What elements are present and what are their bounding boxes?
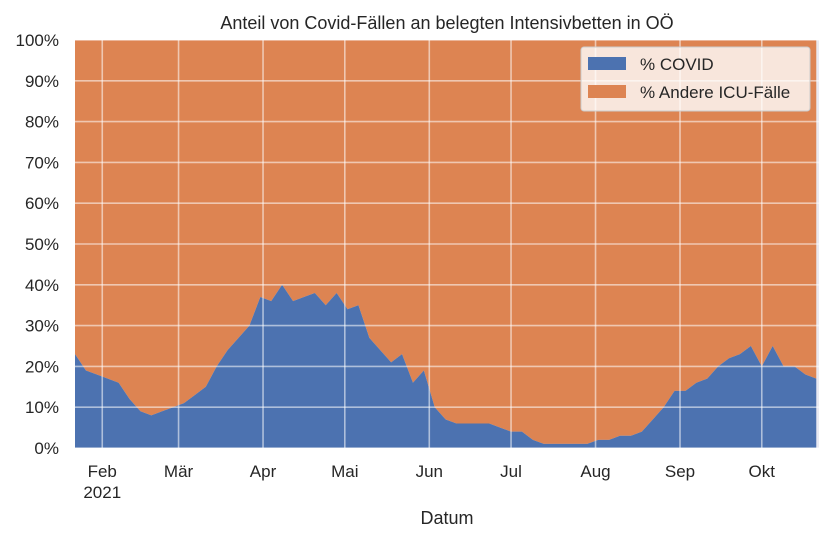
legend-swatch-other [588,85,626,98]
y-tick-label: 0% [34,439,59,458]
legend-label-other: % Andere ICU-Fälle [640,83,790,102]
y-tick-label: 10% [25,398,59,417]
legend-label-covid: % COVID [640,55,714,74]
x-tick-label: Aug [580,462,610,481]
y-tick-label: 60% [25,194,59,213]
x-tick-label: Sep [665,462,695,481]
area-series-other [75,40,817,444]
legend-box [580,46,811,112]
legend-swatch-covid [588,57,626,70]
y-tick-label: 50% [25,235,59,254]
y-tick-label: 40% [25,276,59,295]
chart-title: Anteil von Covid-Fällen an belegten Inte… [220,13,673,33]
y-tick-label: 30% [25,317,59,336]
x-axis-ticks: Feb 2021 Mär Apr Mai Jun Jul Aug Sep Okt [83,462,775,502]
x-tick-sublabel: 2021 [83,483,121,502]
x-tick-label: Okt [749,462,776,481]
y-tick-label: 70% [25,153,59,172]
y-axis-ticks: 0% 10% 20% 30% 40% 50% 60% 70% 80% 90% 100% [16,31,59,458]
x-tick-label: Apr [250,462,277,481]
y-tick-label: 90% [25,72,59,91]
x-tick-label: Mai [331,462,358,481]
x-axis-label: Datum [420,508,473,528]
y-tick-label: 80% [25,113,59,132]
x-tick-label: Jun [416,462,443,481]
x-tick-label: Feb [88,462,117,481]
y-tick-label: 100% [16,31,59,50]
grid [75,39,819,449]
y-tick-label: 20% [25,357,59,376]
x-tick-label: Jul [500,462,522,481]
legend: % COVID % Andere ICU-Fälle [580,46,811,112]
x-tick-label: Mär [164,462,194,481]
